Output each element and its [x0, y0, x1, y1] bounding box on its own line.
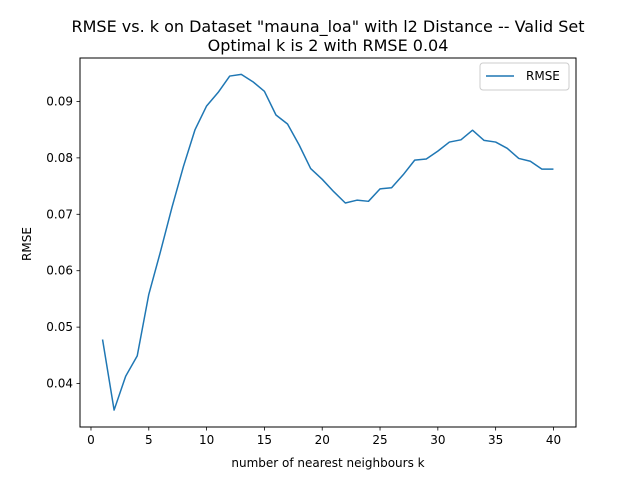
x-tick-label: 10: [199, 433, 214, 447]
x-tick-label: 15: [257, 433, 272, 447]
series-line-rmse: [101, 73, 554, 411]
x-tick-label: 40: [546, 433, 561, 447]
x-tick-label: 35: [488, 433, 503, 447]
y-tick-label: 0.06: [46, 264, 73, 278]
axis-ticks: 0 5 10 15 20 25 30 35 40 0.04 0.05 0.06 0.07 0.08 0.09: [46, 94, 561, 447]
legend-box: [479, 62, 570, 91]
legend-entry-rmse: RMSE: [526, 69, 560, 83]
x-tick-label: 30: [430, 433, 445, 447]
x-tick-label: 20: [315, 433, 330, 447]
x-tick-label: 25: [372, 433, 387, 447]
chart-title: RMSE vs. k on Dataset "mauna_loa" with l…: [71, 17, 584, 37]
x-axis-label: number of nearest neighbours k: [231, 456, 424, 470]
x-tick-label: 0: [87, 433, 95, 447]
y-tick-label: 0.09: [46, 94, 73, 108]
y-axis-label: RMSE: [20, 227, 34, 261]
legend: RMSE: [479, 62, 570, 91]
x-tick-label: 5: [145, 433, 153, 447]
y-tick-label: 0.07: [46, 207, 73, 221]
y-tick-label: 0.05: [46, 320, 73, 334]
series-layer: [101, 73, 554, 411]
chart-subtitle: Optimal k is 2 with RMSE 0.04: [208, 36, 449, 55]
y-tick-label: 0.04: [46, 377, 73, 391]
y-tick-label: 0.08: [46, 151, 73, 165]
plot-frame: [79, 57, 577, 428]
